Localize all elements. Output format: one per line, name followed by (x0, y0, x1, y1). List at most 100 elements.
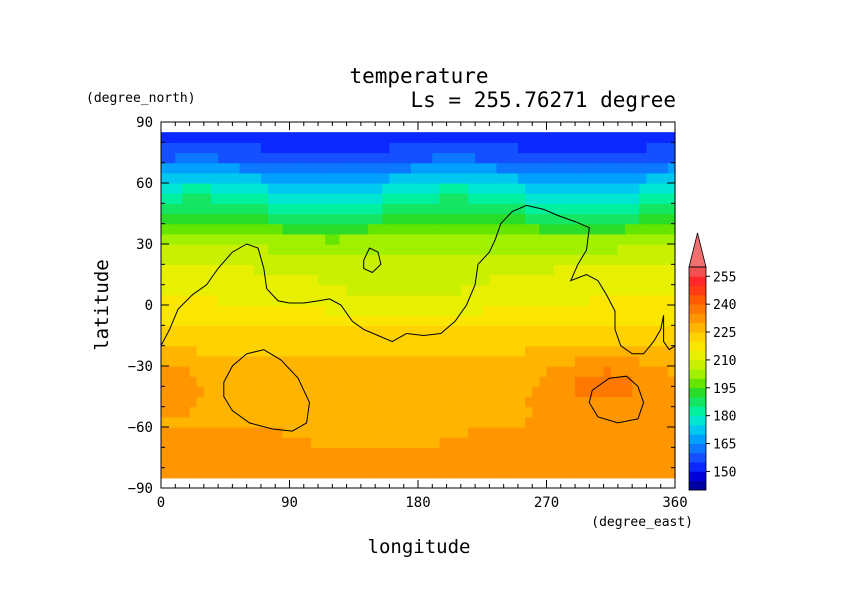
field-cell (225, 315, 233, 326)
field-cell (560, 396, 569, 408)
field-cell (475, 132, 483, 143)
field-cell (218, 457, 226, 469)
field-cell (460, 132, 469, 143)
field-cell (289, 254, 298, 265)
field-cell (646, 183, 655, 194)
field-cell (560, 345, 569, 357)
field-cell (189, 457, 198, 469)
field-cell (318, 406, 326, 418)
field-cell (168, 213, 176, 225)
field-cell (396, 345, 405, 357)
field-cell (453, 315, 462, 326)
contour-line-south-east (588, 375, 645, 424)
field-cell (603, 203, 612, 215)
field-cell (510, 305, 519, 316)
field-cell (203, 345, 212, 357)
y-tick-label: −90 (128, 481, 153, 497)
field-cell (575, 437, 583, 448)
field-cell (353, 457, 362, 469)
field-cell (410, 284, 419, 296)
field-cell (489, 376, 498, 387)
field-cell (525, 203, 533, 215)
field-cell (310, 284, 319, 296)
field-cell (325, 447, 333, 459)
field-cell (318, 325, 326, 337)
field-cell (325, 264, 333, 276)
field-cell (617, 294, 626, 306)
field-cell (632, 294, 640, 306)
colorbar-swatch (689, 332, 706, 342)
field-cell (339, 437, 348, 448)
colorbar-tick-label: 255 (713, 270, 736, 285)
field-cell (260, 193, 269, 204)
field-cell (396, 335, 405, 347)
field-cell (210, 193, 219, 204)
field-cell (325, 284, 333, 296)
field-cell (325, 335, 333, 347)
field-cell (432, 406, 441, 418)
field-cell (432, 366, 441, 377)
field-cell (360, 427, 369, 438)
field-cell (589, 406, 598, 418)
field-cell (325, 233, 333, 245)
field-cell (546, 233, 555, 245)
field-cell (303, 376, 312, 387)
field-cell (403, 457, 412, 469)
field-cell (553, 142, 562, 154)
field-cell (410, 193, 419, 204)
field-cell (489, 447, 498, 459)
field-cell (425, 223, 433, 235)
field-cell (539, 152, 548, 164)
field-cell (539, 213, 548, 225)
field-cell (196, 162, 205, 174)
field-cell (239, 193, 248, 204)
field-cell (325, 274, 333, 286)
field-cell (510, 325, 519, 337)
field-cell (567, 355, 576, 367)
field-cell (546, 457, 555, 469)
field-cell (182, 366, 191, 377)
field-cell (632, 233, 640, 245)
field-cell (539, 172, 548, 184)
field-cell (368, 427, 376, 438)
field-cell (503, 172, 512, 184)
field-cell (310, 223, 319, 235)
field-cell (325, 294, 333, 306)
field-cell (353, 406, 362, 418)
field-cell (503, 233, 512, 245)
field-cell (653, 223, 662, 235)
field-cell (253, 223, 262, 235)
field-cell (310, 325, 319, 337)
field-cell (168, 467, 176, 479)
field-cell (610, 406, 619, 418)
field-cell (453, 203, 462, 215)
field-cell (346, 437, 355, 448)
field-cell (410, 467, 419, 479)
field-cell (617, 376, 626, 387)
field-cell (625, 213, 633, 225)
field-cell (460, 416, 469, 428)
field-cell (218, 183, 226, 194)
field-cell (560, 467, 569, 479)
field-cell (460, 406, 469, 418)
field-cell (510, 294, 519, 306)
field-cell (253, 193, 262, 204)
field-cell (403, 467, 412, 479)
field-cell (503, 244, 512, 255)
field-cell (275, 437, 283, 448)
field-cell (546, 264, 555, 276)
field-cell (203, 325, 212, 337)
field-cell (489, 467, 498, 479)
colorbar-swatch (689, 313, 706, 324)
field-cell (482, 325, 490, 337)
field-cell (218, 193, 226, 204)
field-cell (296, 142, 305, 154)
field-cell (175, 152, 184, 164)
field-cell (603, 345, 612, 357)
field-cell (446, 386, 455, 398)
field-cell (510, 183, 519, 194)
field-cell (189, 355, 198, 367)
field-cell (496, 376, 505, 387)
field-cell (289, 244, 298, 255)
colorbar-swatch (689, 406, 706, 417)
